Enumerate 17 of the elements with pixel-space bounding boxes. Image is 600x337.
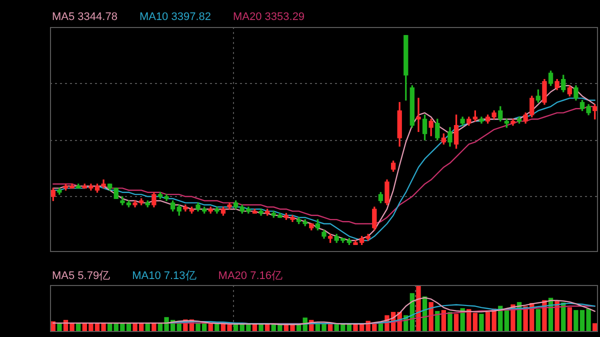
bar [460,308,465,332]
text: MA20 3353.29 [233,11,305,23]
bar [542,300,547,332]
bar [57,323,62,332]
bar [567,307,572,332]
bar [479,314,484,332]
text: MA20 7.16亿 [218,269,282,283]
text: MA10 7.13亿 [132,269,196,283]
text: MA5 3344.78 [52,11,118,23]
bar [554,301,560,332]
bar [536,309,540,332]
bar [454,314,459,332]
bar [472,312,478,332]
bar [416,285,421,332]
text: MA5 5.79亿 [52,269,110,283]
text: MA10 3397.82 [139,11,211,23]
bar [448,312,452,332]
